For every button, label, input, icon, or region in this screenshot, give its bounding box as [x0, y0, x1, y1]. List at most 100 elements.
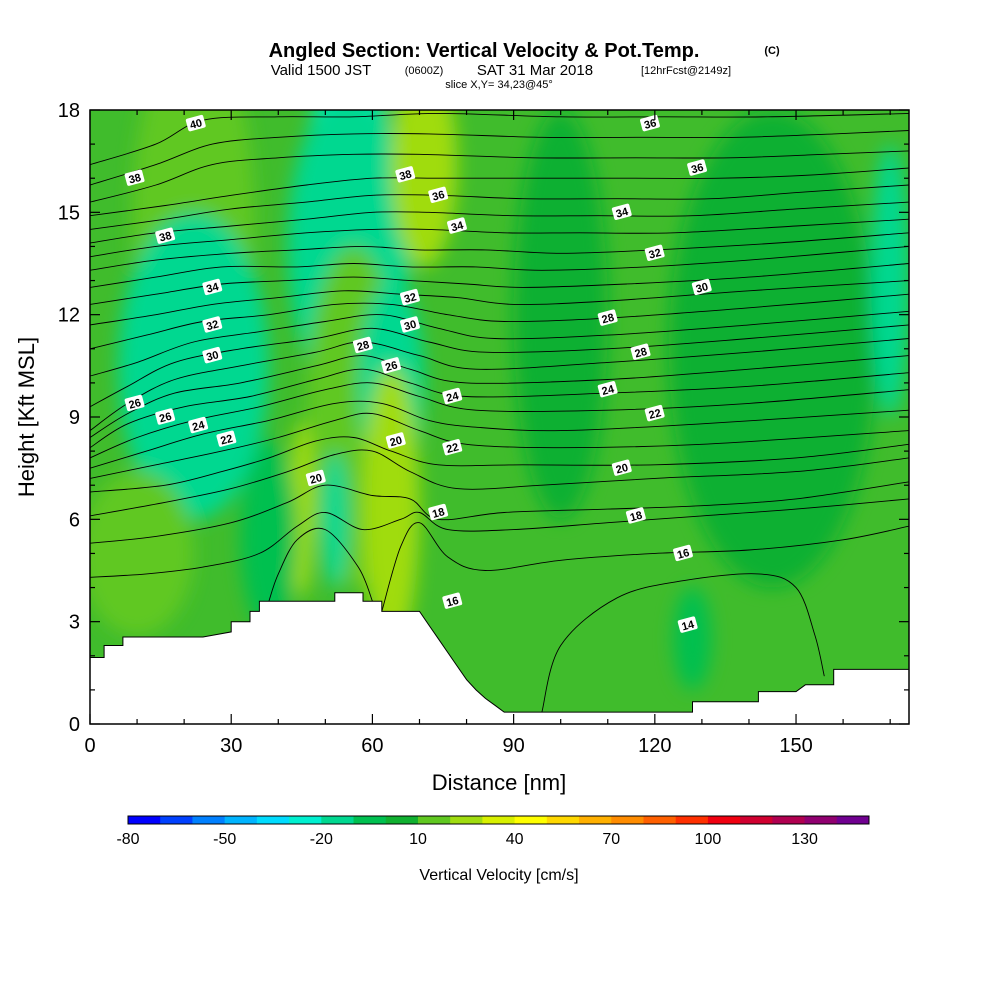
contour-label: 38	[395, 166, 416, 183]
colorbar-swatch	[643, 816, 677, 824]
colorbar-swatch	[224, 816, 258, 824]
colorbar-swatch	[417, 816, 451, 824]
contour-label-text: 38	[158, 230, 173, 245]
y-tick-label: 6	[69, 509, 80, 531]
colorbar-tick-label: 130	[791, 831, 818, 848]
contour-label-box	[677, 616, 698, 633]
theta-contour-36	[90, 184, 909, 230]
theta-contour-16	[381, 522, 909, 612]
contour-label-box	[381, 357, 401, 374]
contour-label-box	[597, 381, 618, 398]
contour-label: 28	[597, 309, 618, 326]
contour-label: 40	[185, 114, 206, 132]
contour-label: 26	[381, 357, 401, 374]
contour-label-box	[442, 439, 463, 456]
x-tick-label: 120	[638, 735, 671, 757]
contour-label-box	[395, 166, 416, 183]
plot-area: 40 38 38 34 32 30 26 26 24 22 20 20 28 26 30 32 34 36 38 24…	[90, 110, 909, 724]
contour-label-text: 38	[127, 172, 142, 187]
theta-contour-17	[90, 498, 909, 578]
velocity-blob	[320, 451, 349, 588]
contour-label: 20	[611, 459, 632, 477]
contour-label: 32	[400, 288, 420, 306]
x-axis-ticks: 0 30 60 90 120 150	[84, 110, 891, 757]
contour-label-box	[400, 288, 420, 306]
colorbar-tick-label: 10	[409, 831, 427, 848]
colorbar-tick-label: 40	[506, 831, 524, 848]
contour-label: 26	[155, 408, 176, 426]
contour-label-text: 34	[205, 281, 221, 296]
contour-label: 30	[691, 278, 712, 296]
colorbar-frame	[127, 815, 870, 825]
contour-label-box	[155, 227, 176, 244]
contour-label-text: 30	[205, 349, 220, 364]
colorbar-tick-label: 100	[695, 831, 722, 848]
theta-contour-32	[90, 245, 909, 288]
contour-label: 34	[202, 278, 223, 296]
contour-label-text: 36	[643, 117, 658, 132]
contour-label: 36	[428, 186, 449, 204]
subtitle-slice: slice X,Y= 34,23@45°	[445, 79, 553, 91]
contour-label-box	[673, 544, 693, 562]
contour-label-text: 26	[158, 411, 173, 426]
contour-label: 22	[644, 404, 665, 422]
velocity-blob	[668, 110, 877, 588]
contour-label-text: 40	[189, 117, 204, 132]
contour-label: 14	[677, 616, 698, 633]
contour-label-text: 38	[398, 168, 413, 183]
contour-label-text: 30	[695, 281, 710, 296]
contour-label-box	[305, 469, 326, 487]
colorbar-swatch	[482, 816, 516, 824]
contour-label-box	[611, 203, 632, 220]
y-tick-label: 18	[58, 100, 80, 122]
colorbar-tick-label: -80	[116, 831, 139, 848]
contour-label-box	[385, 432, 406, 449]
contour-label: 34	[611, 203, 632, 221]
contour-label-box	[188, 416, 209, 434]
title-units: (C)	[764, 45, 780, 57]
theta-contour-38	[90, 150, 909, 203]
contour-label-text: 14	[681, 618, 697, 633]
theta-contour-27	[90, 324, 909, 408]
colorbar-swatch	[611, 816, 644, 824]
contour-label-box	[202, 316, 223, 333]
colorbar-swatch	[707, 816, 741, 824]
contour-label: 24	[188, 416, 209, 434]
contour-label-box	[124, 394, 145, 412]
contour-label-box	[155, 408, 176, 425]
contour-label-box	[202, 346, 223, 364]
contour-labels: 40 38 38 34 32 30 26 26 24 22 20 20 28 26 30 32 34 36 38 24…	[124, 114, 712, 633]
contour-label-text: 34	[450, 219, 466, 234]
contour-label: 16	[673, 544, 693, 562]
colorbar-swatch	[385, 816, 419, 824]
theta-contour-22	[90, 400, 909, 469]
contour-label-text: 22	[648, 407, 663, 422]
contour-label-box	[216, 430, 237, 447]
contour-label-box	[691, 278, 712, 296]
colorbar-swatch	[514, 816, 548, 824]
x-tick-label: 150	[779, 735, 812, 757]
y-tick-label: 3	[69, 612, 80, 634]
contour-label: 24	[597, 381, 618, 398]
contour-label: 20	[385, 432, 406, 449]
velocity-field	[90, 110, 909, 690]
contour-label-box	[202, 278, 223, 296]
contour-label: 22	[216, 430, 237, 448]
title-main: Angled Section: Vertical Velocity & Pot.…	[269, 40, 700, 62]
contour-label-text: 34	[615, 206, 631, 221]
contour-label: 34	[447, 217, 467, 234]
contour-label-box	[447, 217, 467, 234]
subtitle-forecast: [12hrFcst@2149z]	[641, 65, 731, 77]
chart-title: Angled Section: Vertical Velocity & Pot.…	[269, 40, 780, 62]
y-tick-label: 0	[69, 714, 80, 736]
velocity-blob	[90, 471, 194, 636]
contour-label: 18	[625, 507, 646, 524]
colorbar-swatch	[546, 816, 580, 824]
contour-label-box	[442, 592, 463, 609]
x-tick-label: 0	[84, 735, 95, 757]
theta-contour-14	[541, 573, 825, 713]
colorbar-swatch	[579, 816, 612, 824]
theta-contours	[90, 112, 909, 713]
theta-contour-18	[90, 481, 909, 544]
